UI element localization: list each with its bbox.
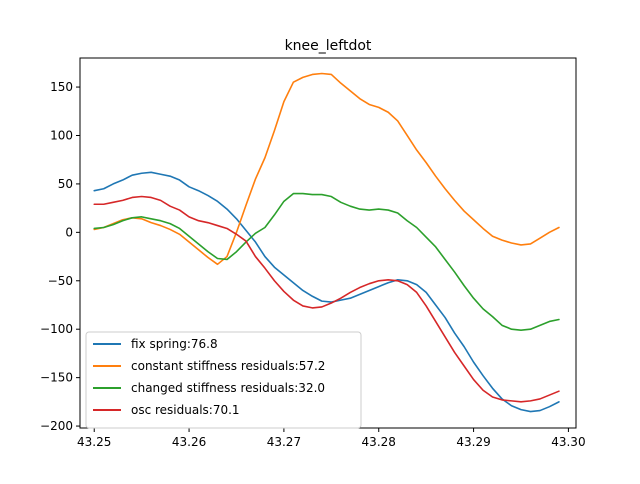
y-axis: −200 −150 −100 −50 0 50 100 150	[40, 80, 80, 433]
x-tick-label: 43.27	[267, 435, 301, 449]
y-tick-label: −100	[40, 322, 73, 336]
y-tick-label: 150	[50, 80, 73, 94]
series-line-4	[93, 195, 560, 403]
x-axis: 43.25 43.26 43.27 43.28 43.29 43.30	[77, 428, 586, 449]
legend: fix spring:76.8 constant stiffness residu…	[85, 331, 362, 429]
y-tick-label: −200	[40, 419, 73, 433]
series-line-1	[93, 171, 560, 413]
series-line-2	[93, 72, 560, 266]
y-tick-label: 0	[65, 225, 73, 239]
legend-label: osc residuals:70.1	[131, 403, 240, 417]
y-tick-label: −50	[48, 274, 73, 288]
x-tick-label: 43.29	[456, 435, 490, 449]
x-tick-label: 43.28	[362, 435, 396, 449]
x-tick-label: 43.30	[551, 435, 585, 449]
y-tick-label: −150	[40, 371, 73, 385]
legend-label: changed stiffness residuals:32.0	[131, 381, 325, 395]
legend-label: constant stiffness residuals:57.2	[131, 359, 325, 373]
y-tick-label: 100	[50, 128, 73, 142]
x-tick-label: 43.25	[77, 435, 111, 449]
legend-box	[85, 331, 362, 429]
y-tick-label: 50	[58, 177, 73, 191]
plot-area	[93, 72, 560, 413]
legend-label: fix spring:76.8	[131, 337, 218, 351]
series-line-3	[93, 192, 560, 331]
x-tick-label: 43.26	[172, 435, 206, 449]
chart-title: knee_leftdot	[285, 38, 372, 54]
